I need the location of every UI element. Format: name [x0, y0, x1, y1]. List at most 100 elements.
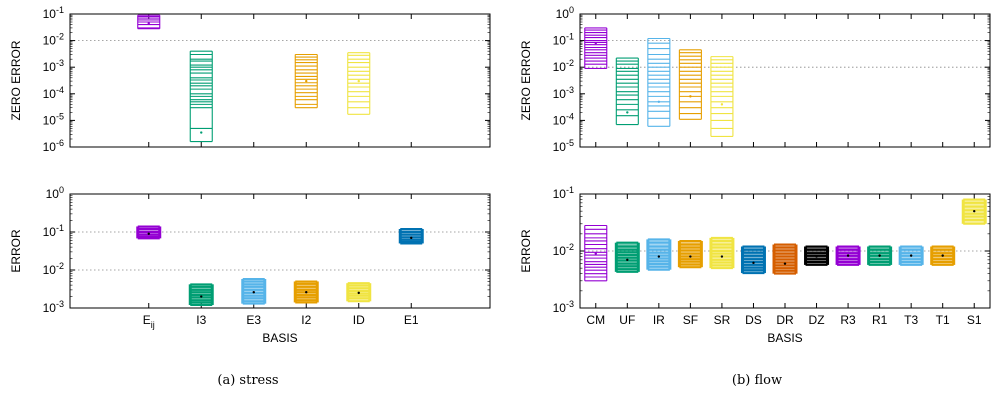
y-axis-label: ERROR: [519, 229, 533, 273]
plot-frame: [69, 193, 491, 309]
box-fill: [647, 239, 670, 270]
median-point: [689, 95, 692, 98]
median-point: [626, 258, 629, 262]
box-cm: [584, 27, 608, 69]
x-tick-label: DS: [745, 313, 762, 327]
y-tick-label: 10-2: [43, 261, 64, 277]
x-tick-label: CM: [586, 313, 605, 327]
stress-zero-error-plot: 10-6 10-5 10-4 10-3 10-2 10-1 ZERO ERROR: [9, 5, 491, 154]
x-tick-label: S1: [967, 313, 982, 327]
stress-error-plot: 10-3 10-2 10-1 100 ERROR Eij I3 E3 I2 ID E1 BASIS: [9, 185, 491, 345]
plot-frame: [69, 13, 491, 148]
median-point: [200, 131, 203, 134]
box-i2: [293, 280, 319, 304]
y-tick-label: 10-2: [43, 32, 64, 48]
caption-stress: (a) stress: [217, 373, 278, 388]
box-cm: [584, 224, 608, 282]
x-axis-label: BASIS: [767, 331, 802, 345]
flow-error-plot: 10-3 10-2 10-1 ERROR CM UF IR SF SR DS DR DZ R3 R1 T3 T…: [519, 185, 991, 345]
box-uf: [615, 57, 639, 126]
median-point: [752, 261, 755, 265]
box-i2: [294, 53, 318, 109]
box-i3: [188, 283, 214, 306]
y-tick-label: 10-3: [43, 58, 64, 74]
box-ir: [647, 37, 671, 127]
x-tick-label: E3: [246, 313, 261, 327]
median-point: [252, 291, 255, 294]
box-e_ij: [136, 225, 162, 240]
x-tick-label: ID: [353, 313, 365, 327]
y-axis-label: ERROR: [9, 229, 23, 273]
y-tick-label: 10-1: [43, 5, 64, 21]
box-r3: [835, 245, 861, 266]
y-tick-label: 10-1: [43, 223, 64, 239]
y-tick-label: 10-3: [553, 299, 574, 315]
plot-frame: [579, 13, 991, 148]
x-tick-label: DR: [776, 313, 794, 327]
x-tick-label: DZ: [809, 313, 825, 327]
median-point: [846, 254, 850, 257]
x-tick-label: T3: [904, 313, 918, 327]
box-s1: [961, 198, 987, 225]
median-point: [909, 254, 913, 257]
median-point: [357, 79, 360, 83]
x-tick-label: SF: [683, 313, 698, 327]
box-i3: [189, 50, 213, 143]
caption-flow: (b) flow: [732, 373, 782, 388]
y-tick-label: 10-4: [43, 85, 64, 101]
y-tick-label: 10-5: [43, 111, 64, 127]
box-e3: [241, 277, 267, 305]
x-tick-label: R1: [872, 313, 888, 327]
flow-zero-error-plot: 10-5 10-4 10-3 10-2 10-1 100 ZERO ERROR: [519, 5, 991, 154]
box-dz: [804, 245, 830, 266]
median-point: [305, 79, 308, 83]
box-id: [346, 282, 372, 303]
median-point: [357, 291, 360, 295]
box-e_ij: [137, 14, 161, 30]
box-dr: [772, 243, 798, 275]
median-point: [657, 100, 661, 104]
median-point: [720, 255, 724, 258]
median-point: [689, 255, 692, 258]
box-sr: [710, 56, 734, 137]
median-point: [200, 295, 203, 298]
median-point: [783, 262, 787, 265]
y-tick-label: 10-1: [553, 185, 574, 201]
y-tick-label: 10-2: [553, 242, 574, 258]
median-point: [410, 236, 413, 240]
y-tick-label: 10-6: [43, 138, 64, 154]
box-ir: [646, 238, 672, 271]
y-tick-label: 10-1: [553, 32, 574, 48]
median-point: [878, 254, 881, 257]
median-point: [815, 255, 818, 258]
box-t1: [930, 245, 956, 266]
box-uf: [614, 241, 640, 273]
median-point: [626, 111, 629, 114]
y-tick-label: 10-5: [553, 138, 574, 154]
box-sf: [678, 49, 702, 120]
x-tick-label: SR: [714, 313, 731, 327]
y-tick-label: 10-3: [553, 85, 574, 101]
x-tick-label: T1: [936, 313, 950, 327]
median-point: [594, 252, 597, 255]
median-point: [305, 291, 308, 294]
y-tick-label: 10-2: [553, 58, 574, 74]
median-point: [720, 103, 724, 106]
median-point: [973, 209, 976, 213]
x-tick-label: R3: [840, 313, 856, 327]
y-tick-label: 100: [556, 5, 574, 21]
box-id: [347, 52, 371, 115]
x-tick-label: IR: [653, 313, 665, 327]
x-axis-label: BASIS: [262, 331, 297, 345]
y-tick-label: 10-4: [553, 111, 574, 127]
median-point: [594, 41, 597, 45]
median-point: [941, 254, 944, 257]
box-sf: [677, 239, 703, 269]
median-point: [147, 22, 150, 25]
y-axis-label: ZERO ERROR: [519, 40, 533, 120]
y-tick-label: 10-3: [43, 299, 64, 315]
box-r1: [867, 245, 893, 266]
x-tick-label: I2: [301, 313, 311, 327]
